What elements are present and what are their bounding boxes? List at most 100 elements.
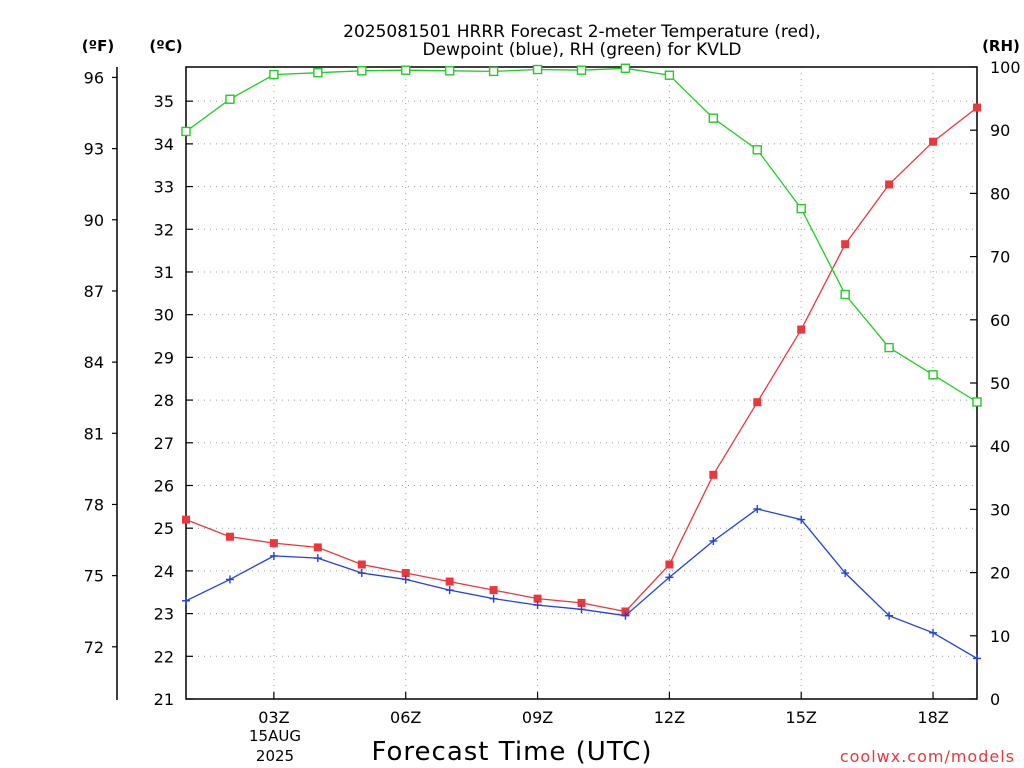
dewpoint-point [621, 611, 630, 620]
rh-point [488, 66, 499, 77]
rh-tick-label: 60 [990, 311, 1010, 330]
rh-tick-label: 40 [990, 437, 1010, 456]
rh-point [532, 64, 543, 75]
temperature-point [489, 586, 498, 595]
celsius-tick-label: 25 [154, 519, 174, 538]
temperature-point [182, 515, 190, 524]
x-axis-title: Forecast Time (UTC) [371, 737, 652, 767]
celsius-tick-label: 32 [154, 220, 174, 239]
rh-tick-label: 30 [990, 500, 1010, 519]
rh-point [840, 289, 850, 300]
dewpoint-point [929, 628, 938, 637]
time-tick-label: 09Z [522, 708, 553, 727]
temperature-point [929, 137, 938, 146]
rh-point [401, 65, 411, 75]
celsius-tick-label: 21 [154, 690, 174, 709]
temperature-point [533, 594, 542, 603]
temperature-point [841, 240, 850, 249]
rh-point [972, 397, 982, 407]
dewpoint-point [973, 654, 981, 663]
rh-series [181, 63, 982, 407]
temperature-point [357, 560, 366, 569]
celsius-tick-label: 34 [154, 135, 174, 154]
celsius-tick-label: 29 [154, 348, 174, 367]
fahrenheit-tick-label: 75 [84, 567, 104, 586]
celsius-tick-label: 33 [154, 178, 174, 197]
rh-point [225, 94, 235, 104]
celsius-tick-label: 35 [154, 92, 174, 111]
rh-tick-label: 100 [990, 58, 1021, 77]
temperature-point [797, 325, 806, 334]
celsius-tick-label: 22 [154, 647, 174, 666]
fahrenheit-tick-label: 81 [84, 424, 104, 443]
dewpoint-point [269, 551, 278, 560]
temperature-point [973, 103, 981, 112]
fahrenheit-tick-label: 84 [84, 353, 104, 372]
x-sub-label-date: 15AUG [249, 727, 301, 745]
rh-point [796, 203, 806, 214]
dewpoint-point [885, 611, 894, 620]
rh-point [928, 370, 938, 380]
temperature-point [269, 539, 278, 548]
celsius-tick-label: 23 [154, 605, 174, 624]
dewpoint-point [665, 573, 674, 582]
dewpoint-point [577, 605, 586, 614]
dewpoint-line [185, 508, 978, 659]
dewpoint-point [445, 586, 454, 595]
chart-title-line1: 2025081501 HRRR Forecast 2-meter Tempera… [343, 22, 821, 42]
time-axis: 03Z 06Z 09Z 12Z 15Z 18Z [258, 692, 949, 727]
fahrenheit-tick-label: 78 [84, 495, 104, 514]
time-tick-label: 18Z [917, 708, 948, 727]
fahrenheit-tick-label: 96 [84, 68, 104, 87]
dewpoint-series [182, 504, 981, 663]
time-tick-label: 06Z [390, 708, 421, 727]
rh-line [185, 67, 978, 403]
chart-title-line2: Dewpoint (blue), RH (green) for KVLD [423, 40, 742, 60]
rh-point [444, 66, 455, 76]
rh-axis: 0 10 20 30 40 50 60 70 80 90 100 [970, 58, 1021, 709]
temperature-series [182, 103, 981, 616]
dewpoint-point [753, 504, 762, 513]
x-sub-label-year: 2025 [256, 747, 294, 765]
fahrenheit-tick-label: 72 [84, 638, 104, 657]
fahrenheit-tick-label: 87 [84, 282, 104, 301]
rh-point [752, 145, 762, 155]
dewpoint-point [797, 515, 806, 524]
rh-point [884, 342, 894, 353]
celsius-tick-label: 24 [154, 562, 174, 581]
series-layer [181, 63, 982, 663]
fahrenheit-tick-label: 90 [84, 211, 104, 230]
temperature-line [185, 107, 978, 613]
temperature-point [401, 569, 410, 578]
celsius-tick-label: 28 [154, 391, 174, 410]
temperature-point [621, 607, 630, 616]
rh-point [181, 126, 191, 137]
rh-tick-label: 80 [990, 184, 1010, 203]
temperature-point [885, 180, 894, 189]
dewpoint-point [182, 596, 190, 605]
fahrenheit-tick-label: 93 [84, 140, 104, 159]
fahrenheit-axis: 72 75 78 81 84 87 90 93 96 [84, 68, 117, 657]
rh-point [313, 67, 323, 78]
rh-point [620, 63, 631, 73]
rh-point [576, 65, 587, 75]
rh-unit-label: (RH) [982, 37, 1020, 55]
celsius-tick-label: 26 [154, 476, 174, 495]
time-tick-label: 03Z [258, 708, 289, 727]
fahrenheit-unit-label: (ºF) [82, 37, 114, 55]
rh-tick-label: 90 [990, 121, 1010, 140]
rh-point [269, 69, 279, 80]
temperature-point [445, 577, 454, 586]
rh-point [664, 70, 675, 80]
celsius-tick-label: 27 [154, 434, 174, 453]
temperature-point [665, 560, 674, 569]
temperature-point [753, 398, 762, 407]
temperature-point [577, 598, 586, 607]
rh-tick-label: 10 [990, 627, 1010, 646]
rh-point [708, 113, 719, 123]
dewpoint-point [841, 569, 850, 578]
dewpoint-point [533, 601, 542, 610]
dewpoint-point [401, 575, 410, 584]
temperature-point [313, 543, 322, 552]
